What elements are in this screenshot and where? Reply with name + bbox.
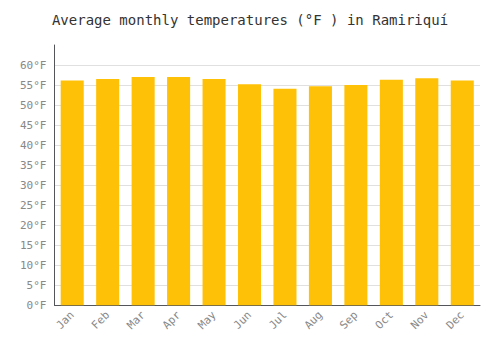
svg-text:Sep: Sep — [337, 309, 360, 332]
svg-text:Jul: Jul — [266, 309, 289, 332]
svg-text:40°F: 40°F — [20, 139, 47, 152]
svg-text:Feb: Feb — [89, 309, 112, 332]
svg-text:Jun: Jun — [231, 309, 254, 332]
svg-text:Oct: Oct — [373, 309, 396, 332]
svg-text:Aug: Aug — [302, 309, 325, 332]
svg-text:55°F: 55°F — [20, 79, 47, 92]
svg-text:May: May — [195, 308, 218, 331]
svg-text:30°F: 30°F — [20, 179, 47, 192]
svg-text:Jan: Jan — [54, 309, 77, 332]
svg-text:20°F: 20°F — [20, 219, 47, 232]
svg-text:15°F: 15°F — [20, 239, 47, 252]
svg-text:Apr: Apr — [160, 308, 183, 331]
svg-text:5°F: 5°F — [27, 279, 47, 292]
svg-text:35°F: 35°F — [20, 159, 47, 172]
svg-text:Nov: Nov — [408, 308, 431, 331]
svg-text:25°F: 25°F — [20, 199, 47, 212]
svg-text:Dec: Dec — [444, 309, 467, 332]
svg-text:Mar: Mar — [125, 308, 148, 331]
svg-text:10°F: 10°F — [20, 259, 47, 272]
svg-text:45°F: 45°F — [20, 119, 47, 132]
svg-text:Average monthly temperatures (: Average monthly temperatures (°F ) in Ra… — [52, 12, 448, 28]
svg-text:60°F: 60°F — [20, 59, 47, 72]
svg-text:50°F: 50°F — [20, 99, 47, 112]
svg-text:0°F: 0°F — [27, 299, 47, 312]
